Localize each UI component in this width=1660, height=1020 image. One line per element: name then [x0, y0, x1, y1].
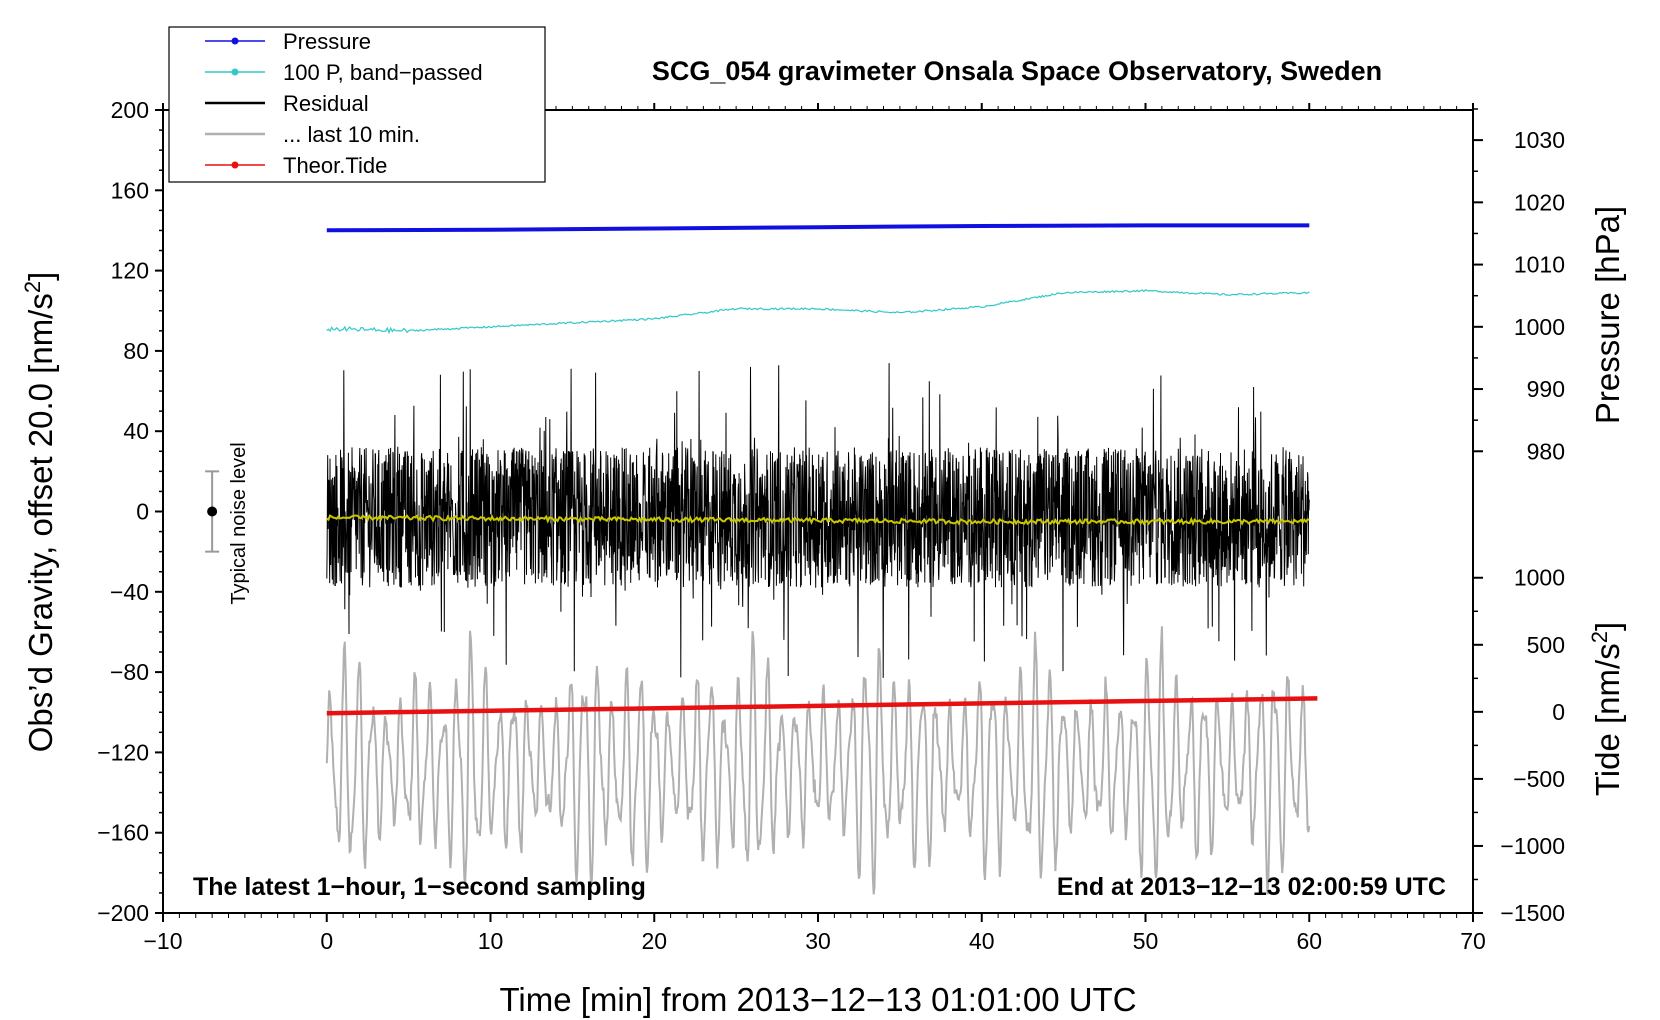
legend-box: [168, 26, 546, 183]
y-tick-label: 200: [111, 97, 149, 123]
y-tick-label: 0: [136, 499, 149, 525]
tide-tick-label: −1500: [1500, 900, 1565, 926]
chart-title: SCG_054 gravimeter Onsala Space Observat…: [652, 56, 1382, 86]
y-tick-label: −160: [97, 820, 149, 846]
tide-tick-label: 1000: [1514, 565, 1565, 591]
x-tick-label: 30: [805, 928, 831, 954]
x-tick-label: 20: [641, 928, 667, 954]
left-gravity-axis: 200 160 120 80 40 0 −40 −80 −120 −160 −200: [97, 97, 163, 926]
x-tick-label: −10: [143, 928, 182, 954]
tide-tick-label: 500: [1527, 632, 1565, 658]
y-axis-label-tide: Tide [nm/s2]: [1587, 622, 1627, 796]
y-tick-label: 40: [123, 418, 149, 444]
legend: Pressure 100 P, band−passed Residual ... la…: [168, 26, 546, 183]
series-band-passed-pressure: [326, 289, 1310, 335]
noise-indicator: Typical noise level: [205, 442, 250, 605]
y-tick-label: −40: [110, 579, 149, 605]
y-tick-label: 80: [123, 338, 149, 364]
data-series-group: [325, 223, 1318, 895]
legend-swatch-marker: [231, 161, 239, 169]
legend-label: Theor.Tide: [283, 153, 387, 178]
x-tick-label: 50: [1133, 928, 1159, 954]
pressure-tick-label: 1000: [1514, 314, 1565, 340]
y-axis-label-pressure: Pressure [hPa]: [1589, 206, 1626, 424]
series-residual-smoothed: [326, 513, 1310, 527]
x-tick-label: 60: [1296, 928, 1322, 954]
series-theoretical-tide: [326, 696, 1318, 716]
legend-label: 100 P, band−passed: [283, 60, 483, 85]
tide-tick-label: −1000: [1500, 833, 1565, 859]
right-axes: 1030 1020 1010 1000 990 980 1000 500 0 −500 −1000 −…: [1473, 108, 1565, 926]
y-tick-label: −200: [97, 900, 149, 926]
x-axis-label: Time [min] from 2013−12−13 01:01:00 UTC: [499, 981, 1136, 1018]
legend-swatch-marker: [231, 68, 239, 76]
x-tick-label: 70: [1460, 928, 1486, 954]
bottom-time-axis: −10 0 10 20 30 40 50 60 70: [143, 103, 1486, 954]
pressure-tick-label: 990: [1527, 376, 1565, 402]
annotation-bottom-right: End at 2013−12−13 02:00:59 UTC: [1057, 873, 1446, 901]
pressure-tick-label: 980: [1527, 438, 1565, 464]
legend-label: Pressure: [283, 29, 371, 54]
y-tick-label: −80: [110, 659, 149, 685]
x-tick-label: 40: [969, 928, 995, 954]
y-tick-label: −120: [97, 739, 149, 765]
series-pressure: [326, 223, 1310, 233]
noise-label: Typical noise level: [228, 442, 250, 604]
x-tick-label: 10: [478, 928, 504, 954]
pressure-tick-label: 1020: [1514, 189, 1565, 215]
legend-label: ... last 10 min.: [283, 122, 420, 147]
noise-center-dot: [207, 506, 218, 517]
legend-swatch-marker: [231, 37, 239, 45]
y-axis-label-gravity: Obs’d Gravity, offset 20.0 [nm/s2]: [20, 272, 60, 753]
series-last-10-min: [325, 626, 1311, 895]
y-tick-label: 160: [111, 177, 149, 203]
series-residual: [326, 363, 1310, 678]
x-tick-label: 0: [320, 928, 333, 954]
annotation-bottom-left: The latest 1−hour, 1−second sampling: [193, 873, 646, 901]
tide-tick-label: −500: [1513, 766, 1565, 792]
pressure-tick-label: 1030: [1514, 127, 1565, 153]
pressure-tick-label: 1010: [1514, 252, 1565, 278]
tide-tick-label: 0: [1552, 699, 1565, 725]
y-tick-label: 120: [111, 258, 149, 284]
legend-label: Residual: [283, 91, 369, 116]
